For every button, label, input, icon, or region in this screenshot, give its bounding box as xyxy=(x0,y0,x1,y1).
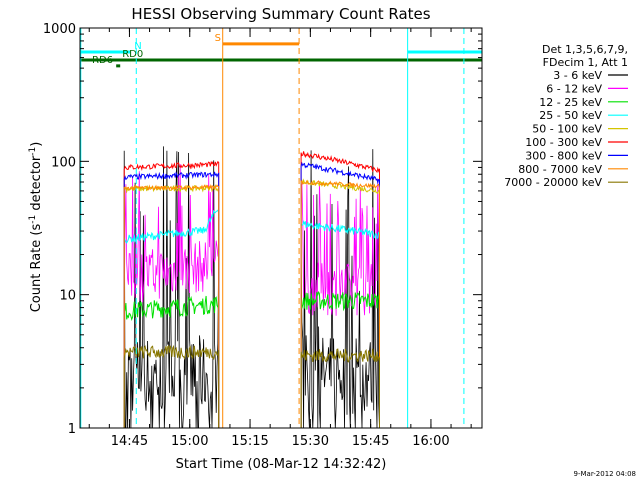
x-tick-label-1: 15:00 xyxy=(171,434,208,449)
flag-label-rd0: RD0 xyxy=(122,49,143,60)
series-300-800keV xyxy=(123,161,380,428)
legend: Det 1,3,5,6,7,9,FDecim 1, Att 13 - 6 keV… xyxy=(504,43,628,189)
series-7000-20000keV xyxy=(123,344,380,428)
series-line-0-seg0 xyxy=(123,146,220,429)
legend-header-0: Det 1,3,5,6,7,9, xyxy=(542,43,628,56)
legend-label-8: 7000 - 20000 keV xyxy=(504,176,602,189)
flag-label-n: N xyxy=(134,41,141,52)
series-line-4-seg0 xyxy=(123,184,220,428)
series-line-7-seg1 xyxy=(300,179,380,428)
x-axis-label: Start Time (08-Mar-12 14:32:42) xyxy=(176,457,387,472)
series-line-8-seg1 xyxy=(300,348,380,428)
y-tick-label-1: 10 xyxy=(59,289,76,304)
series-line-1-seg0 xyxy=(123,164,220,428)
series-line-2-seg0 xyxy=(123,295,220,428)
series-line-0-seg1 xyxy=(300,149,380,429)
series-50-100keV xyxy=(123,178,380,428)
series-line-2-seg1 xyxy=(300,290,380,428)
series-800-7000keV xyxy=(123,179,380,428)
legend-label-2: 12 - 25 keV xyxy=(539,96,602,109)
y-tick-label-2: 100 xyxy=(51,155,76,170)
x-tick-label-2: 15:15 xyxy=(231,434,268,449)
legend-label-0: 3 - 6 keV xyxy=(553,69,602,82)
series-3-6keV xyxy=(123,146,380,429)
series-line-5-seg1 xyxy=(300,151,380,428)
plot-frame xyxy=(79,27,483,429)
x-tick-label-3: 15:30 xyxy=(292,434,329,449)
y-tick-label-0: 1 xyxy=(68,422,76,437)
series-12-25keV xyxy=(123,290,380,428)
x-tick-label-0: 14:45 xyxy=(111,434,148,449)
footer-date: 9-Mar-2012 04:08 xyxy=(574,470,636,478)
y-tick-label-3: 1000 xyxy=(43,22,76,37)
series-line-5-seg0 xyxy=(123,160,220,428)
series-100-300keV xyxy=(123,151,380,428)
legend-label-4: 50 - 100 keV xyxy=(532,123,602,136)
legend-label-1: 6 - 12 keV xyxy=(546,82,602,95)
x-tick-label-5: 16:00 xyxy=(412,434,449,449)
flag-n: N xyxy=(80,41,482,54)
series-line-3-seg0 xyxy=(123,209,220,428)
legend-label-5: 100 - 300 keV xyxy=(525,136,602,149)
flag-s: S xyxy=(215,33,300,46)
chart-title: HESSI Observing Summary Count Rates xyxy=(131,5,430,23)
series-line-7-seg0 xyxy=(123,183,220,428)
series-line-6-seg0 xyxy=(123,171,220,428)
legend-header-1: FDecim 1, Att 1 xyxy=(543,56,628,69)
series-line-6-seg1 xyxy=(300,161,380,428)
legend-label-6: 300 - 800 keV xyxy=(525,149,602,162)
flag-rd0: RD0 xyxy=(80,49,482,62)
flag-rd6: RD6 xyxy=(92,55,121,68)
flag-label-s: S xyxy=(215,33,221,44)
series-line-8-seg0 xyxy=(123,344,220,428)
flag-label-rd6: RD6 xyxy=(92,55,113,66)
y-axis-label: Count Rate (s-1 detector-1) xyxy=(28,142,44,313)
x-tick-label-4: 15:45 xyxy=(352,434,389,449)
series-line-4-seg1 xyxy=(300,178,380,428)
series-25-50keV xyxy=(123,209,380,428)
series-line-3-seg1 xyxy=(300,219,380,428)
legend-label-3: 25 - 50 keV xyxy=(539,109,602,122)
legend-label-7: 800 - 7000 keV xyxy=(518,163,602,176)
